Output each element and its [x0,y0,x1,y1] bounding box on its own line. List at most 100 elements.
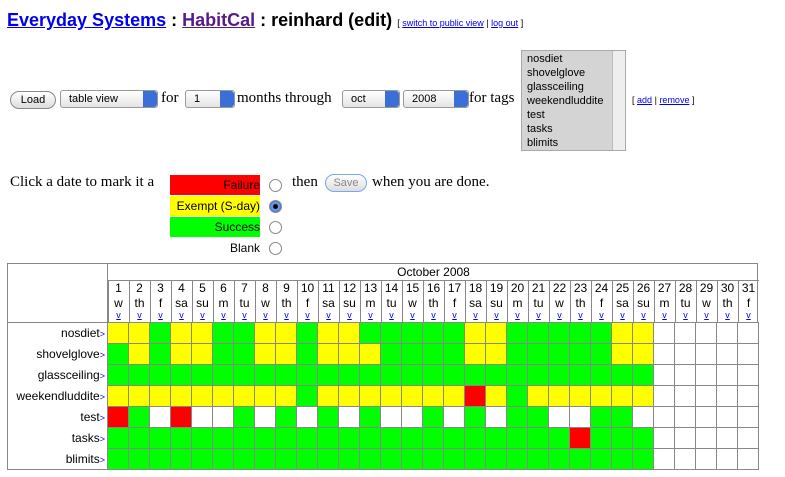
day-cell[interactable] [527,364,549,386]
day-cell[interactable] [653,448,675,470]
day-cell[interactable] [485,322,507,344]
day-cell[interactable] [191,343,213,365]
day-cell[interactable] [632,427,654,449]
day-cell[interactable] [506,385,528,407]
day-cell[interactable] [716,385,738,407]
day-cell[interactable] [401,343,423,365]
day-cell[interactable] [569,364,591,386]
day-cell[interactable] [380,364,402,386]
day-cell[interactable] [149,385,171,407]
day-cell[interactable] [359,406,381,428]
day-cell[interactable] [674,406,696,428]
day-cell[interactable] [359,364,381,386]
month-select[interactable]: oct [342,90,400,108]
day-cell[interactable] [716,364,738,386]
day-cell[interactable] [338,385,360,407]
day-link[interactable]: v [557,310,562,320]
day-cell[interactable] [506,343,528,365]
day-cell[interactable] [275,427,297,449]
day-cell[interactable] [464,364,486,386]
day-cell[interactable] [317,322,339,344]
day-cell[interactable] [443,364,465,386]
day-cell[interactable] [191,385,213,407]
tag-option[interactable]: shovelglove [527,67,586,79]
day-cell[interactable] [674,427,696,449]
day-cell[interactable] [590,364,612,386]
day-cell[interactable] [170,385,192,407]
day-cell[interactable] [359,448,381,470]
day-cell[interactable] [548,322,570,344]
day-cell[interactable] [695,427,717,449]
day-cell[interactable] [254,448,276,470]
day-cell[interactable] [611,427,633,449]
day-cell[interactable] [506,322,528,344]
day-cell[interactable] [422,427,444,449]
day-cell[interactable] [254,427,276,449]
day-cell[interactable] [674,343,696,365]
year-select[interactable]: 2008 [403,90,469,108]
day-cell[interactable] [233,385,255,407]
day-cell[interactable] [506,427,528,449]
day-link[interactable]: v [704,310,709,320]
tag-list[interactable]: nosdiet shovelglove glassceiling weekendlud… [521,50,626,151]
day-link[interactable]: v [116,310,121,320]
day-cell[interactable] [695,322,717,344]
day-link[interactable]: v [536,310,541,320]
day-cell[interactable] [275,364,297,386]
day-cell[interactable] [527,343,549,365]
day-link[interactable]: v [578,310,583,320]
site-link[interactable]: Everyday Systems [7,10,167,30]
tag-option[interactable]: test [527,109,545,121]
day-cell[interactable] [464,406,486,428]
day-cell[interactable] [212,385,234,407]
day-cell[interactable] [485,385,507,407]
day-cell[interactable] [338,406,360,428]
day-link[interactable]: v [263,310,268,320]
day-cell[interactable] [464,385,486,407]
day-link[interactable]: v [389,310,394,320]
day-cell[interactable] [296,448,318,470]
day-cell[interactable] [611,385,633,407]
day-cell[interactable] [149,322,171,344]
day-cell[interactable] [128,322,150,344]
day-cell[interactable] [191,406,213,428]
day-cell[interactable] [401,385,423,407]
day-cell[interactable] [716,343,738,365]
day-cell[interactable] [170,343,192,365]
day-cell[interactable] [170,406,192,428]
day-cell[interactable] [275,322,297,344]
day-cell[interactable] [569,343,591,365]
day-cell[interactable] [737,343,759,365]
day-cell[interactable] [296,427,318,449]
day-cell[interactable] [695,343,717,365]
day-link[interactable]: v [662,310,667,320]
day-cell[interactable] [527,427,549,449]
day-cell[interactable] [443,343,465,365]
day-cell[interactable] [296,364,318,386]
day-cell[interactable] [338,322,360,344]
day-cell[interactable] [233,343,255,365]
day-cell[interactable] [422,406,444,428]
day-cell[interactable] [443,385,465,407]
day-cell[interactable] [737,364,759,386]
day-cell[interactable] [569,406,591,428]
day-cell[interactable] [107,343,129,365]
day-cell[interactable] [380,448,402,470]
day-cell[interactable] [107,406,129,428]
day-cell[interactable] [275,343,297,365]
row-marker[interactable]: > [99,455,105,465]
day-cell[interactable] [149,427,171,449]
day-cell[interactable] [590,427,612,449]
add-link[interactable]: add [637,95,653,105]
day-cell[interactable] [233,322,255,344]
day-cell[interactable] [191,364,213,386]
day-cell[interactable] [191,427,213,449]
day-cell[interactable] [233,406,255,428]
day-cell[interactable] [611,322,633,344]
day-cell[interactable] [107,385,129,407]
day-cell[interactable] [485,343,507,365]
day-cell[interactable] [443,448,465,470]
day-cell[interactable] [632,448,654,470]
day-link[interactable]: v [368,310,373,320]
day-cell[interactable] [737,427,759,449]
